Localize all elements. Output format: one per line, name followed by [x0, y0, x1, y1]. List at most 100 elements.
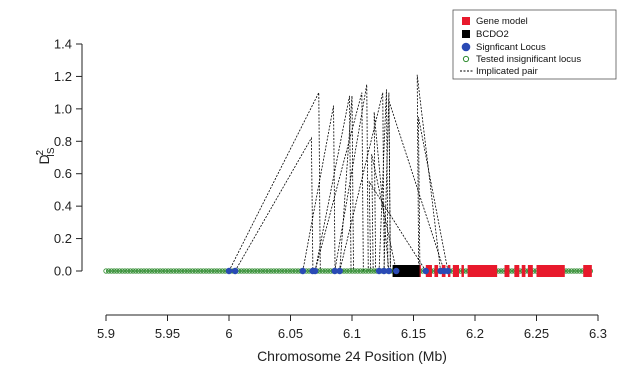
significant-locus-11: [422, 267, 429, 275]
pair-line-15: [418, 116, 449, 272]
gene-model-9: [467, 265, 498, 277]
insig-locus-54: [249, 268, 255, 274]
insig-locus-0: [103, 268, 109, 274]
legend-label-insignificant: Tested insignificant locus: [476, 54, 581, 65]
insig-locus-26: [173, 268, 179, 274]
insig-locus-19: [154, 268, 161, 274]
insig-locus-8: [125, 268, 131, 274]
insig-locus-92: [352, 268, 358, 274]
insig-locus-50: [238, 268, 244, 274]
insig-locus-68: [287, 268, 293, 274]
insig-locus-80: [319, 268, 326, 274]
insig-locus-23: [165, 268, 171, 274]
insig-locus-13: [138, 268, 144, 274]
y-tick-label-0: 0.0: [54, 264, 72, 279]
insig-locus-58: [260, 268, 266, 274]
pair-line-4: [314, 92, 364, 272]
pair-line-5: [334, 84, 369, 272]
gene-model-8: [461, 265, 464, 277]
insig-locus-34: [195, 268, 201, 274]
y-axis-title: D'2IS: [35, 147, 57, 164]
legend-box: [452, 9, 617, 80]
insig-locus-91: [349, 268, 355, 274]
gene-model-2: [418, 265, 421, 277]
insig-locus-65: [279, 268, 285, 274]
legend: Gene model BCDO2 Signficant Locus Tested…: [452, 9, 617, 80]
x-tick-label-3: 6.05: [278, 326, 303, 341]
insig-locus-42: [217, 268, 223, 274]
significant-locus-10: [393, 267, 400, 275]
pair-line-14: [388, 100, 445, 272]
insig-locus-2: [108, 268, 115, 274]
y-axis-title-main: D: [36, 154, 52, 164]
insig-locus-81: [322, 268, 328, 274]
pair-line-10: [373, 112, 390, 272]
insig-locus-70: [292, 268, 299, 274]
x-tick-label-7: 6.25: [524, 326, 549, 341]
y-tick-label-6: 1.2: [54, 69, 72, 84]
gene-model-12: [521, 265, 526, 277]
legend-item-significant: Signficant Locus: [461, 42, 546, 53]
insig-locus-93: [355, 268, 361, 274]
insig-locus-33: [192, 268, 198, 274]
gene-model-7: [452, 265, 460, 277]
x-axis-title: Chromosome 24 Position (Mb): [257, 348, 447, 364]
insig-locus-28: [179, 268, 185, 274]
insig-locus-17: [149, 268, 155, 274]
insig-locus-94: [357, 268, 363, 274]
insig-locus-30: [184, 268, 190, 274]
y-axis-title-prime: ': [35, 152, 46, 154]
legend-label-bcdo2: BCDO2: [476, 29, 509, 40]
y-tick-label-5: 1.0: [54, 101, 72, 116]
insig-locus-82: [325, 268, 331, 274]
insig-locus-24: [168, 268, 174, 274]
legend-item-insignificant: Tested insignificant locus: [462, 54, 581, 65]
gene-model-10: [504, 265, 510, 277]
pair-line-12: [368, 180, 427, 272]
x-axis: 5.9 5.95 6 6.05 6.1 6.15 6.2 6.25 6.3: [97, 314, 607, 341]
legend-swatch-bcdo2: [462, 30, 470, 38]
insig-locus-43: [219, 268, 225, 274]
y-tick-label-3: 0.6: [54, 166, 72, 181]
pair-line-1: [234, 136, 314, 272]
significant-locus-2: [299, 267, 306, 275]
implicated-pairs: [228, 74, 449, 272]
insig-locus-67: [284, 268, 290, 274]
significant-locus-6: [336, 267, 343, 275]
insig-locus-16: [146, 268, 152, 274]
gene-model-14: [536, 265, 565, 277]
legend-item-bcdo2: BCDO2: [462, 29, 509, 40]
legend-item-pair: Implicated pair: [460, 66, 538, 77]
x-tick-label-5: 6.15: [401, 326, 426, 341]
insig-locus-61: [268, 268, 274, 274]
legend-swatch-gene: [462, 17, 470, 25]
significant-locus-9: [385, 267, 393, 275]
insig-locus-69: [290, 268, 296, 274]
insig-locus-40: [211, 268, 217, 274]
y-tick-label-2: 0.4: [54, 199, 72, 214]
x-tick-label-0: 5.9: [97, 326, 115, 341]
insig-locus-60: [265, 268, 271, 274]
y-tick-label-4: 0.8: [54, 134, 72, 149]
insig-locus-36: [200, 268, 207, 274]
significant-locus-0: [225, 267, 233, 275]
insig-locus-29: [181, 268, 188, 274]
y-tick-label-7: 1.4: [54, 37, 72, 52]
pair-line-3: [314, 95, 352, 272]
x-tick-label-4: 6.1: [343, 326, 361, 341]
bcdo2-gene: [392, 265, 420, 277]
insig-locus-51: [241, 268, 247, 274]
insig-locus-14: [141, 268, 147, 274]
insig-locus-62: [271, 268, 277, 274]
significant-locus-5: [331, 267, 338, 275]
insig-locus-89: [344, 268, 350, 274]
insig-locus-41: [214, 268, 220, 274]
insig-locus-20: [157, 268, 163, 274]
insig-locus-37: [203, 268, 209, 274]
x-tick-label-6: 6.2: [466, 326, 484, 341]
insig-locus-21: [160, 268, 166, 274]
insig-locus-15: [143, 268, 150, 274]
insig-locus-90: [346, 268, 353, 274]
pair-line-11: [371, 154, 397, 272]
